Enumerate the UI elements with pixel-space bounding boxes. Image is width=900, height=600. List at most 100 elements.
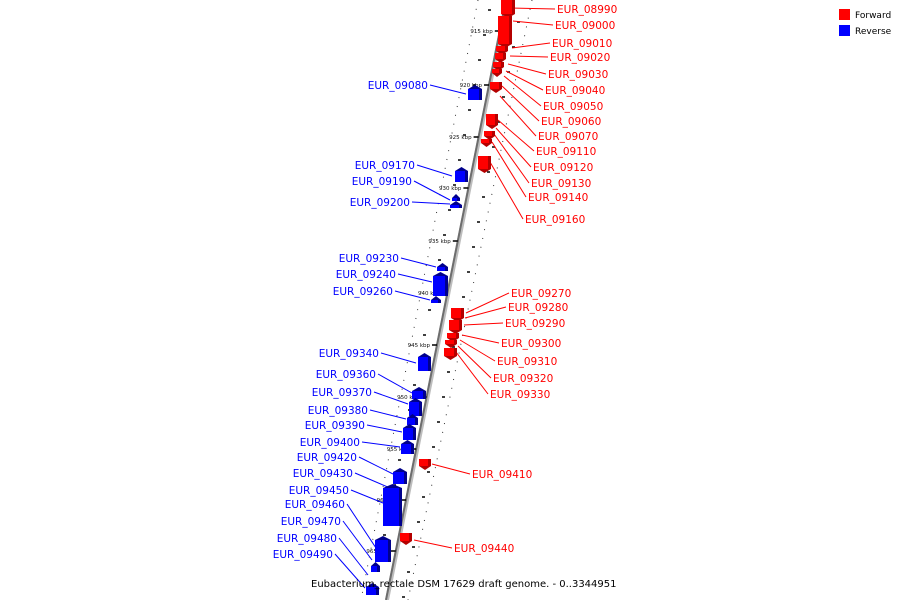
reverse-leader-line (369, 409, 407, 420)
reverse-gene-feature (468, 85, 482, 100)
forward-gene-label: EUR_09010 (552, 38, 612, 50)
forward-gene-feature (478, 156, 491, 173)
kbp-label: 930 kbp (439, 186, 462, 192)
forward-gene-label: EUR_09020 (550, 52, 610, 64)
forward-gene-feature (419, 459, 431, 470)
forward-leader-line (501, 85, 540, 122)
kbp-label: 955 kbp (387, 447, 410, 453)
reverse-gene-label: EUR_09370 (312, 387, 372, 399)
reverse-gene-label: EUR_09460 (285, 499, 345, 511)
reverse-gene-feature (375, 536, 391, 562)
reverse-gene-feature (412, 387, 426, 399)
kbp-label: 925 kbp (449, 135, 472, 141)
reverse-gene-feature (401, 440, 414, 454)
reverse-gene-label: EUR_09240 (336, 269, 396, 281)
forward-leader-line (489, 161, 524, 220)
reverse-leader-line (416, 164, 453, 177)
forward-leader-line (505, 70, 544, 91)
gene-leader-lines (334, 7, 556, 589)
kbp-label: 945 kbp (408, 343, 431, 349)
forward-gene-label: EUR_09290 (505, 318, 565, 330)
forward-gene-label: EUR_09110 (536, 146, 596, 158)
legend-forward-label: Forward (855, 11, 891, 21)
reverse-leader-line (429, 84, 467, 95)
reverse-leader-line (346, 503, 377, 549)
forward-leader-line (509, 55, 549, 58)
forward-gene-label: EUR_09050 (543, 101, 603, 113)
reverse-gene-feature (450, 201, 462, 208)
reverse-gene-feature (393, 468, 407, 484)
reverse-gene-label: EUR_09450 (289, 485, 349, 497)
forward-gene-label: EUR_09270 (511, 288, 571, 300)
reverse-gene-label: EUR_09340 (319, 348, 379, 360)
reverse-leader-line (377, 373, 413, 394)
reverse-leader-line (350, 489, 384, 504)
reverse-gene-label: EUR_09390 (305, 420, 365, 432)
kbp-label: 935 kbp (428, 239, 451, 245)
forward-leader-line (491, 141, 527, 198)
reverse-gene-feature (418, 353, 431, 371)
reverse-gene-label: EUR_09190 (352, 176, 412, 188)
forward-leader-line (461, 334, 500, 344)
reverse-leader-line (411, 201, 451, 205)
reverse-leader-line (397, 273, 433, 283)
forward-gene-feature (444, 348, 457, 360)
reverse-gene-feature (431, 296, 441, 303)
forward-leader-line (455, 351, 489, 395)
forward-gene-feature (449, 320, 462, 334)
forward-gene-feature (481, 139, 492, 147)
forward-leader-line (503, 75, 542, 107)
reverse-gene-feature (371, 562, 380, 572)
reverse-gene-label: EUR_09480 (277, 533, 337, 545)
reverse-leader-line (334, 553, 366, 589)
reverse-gene-label: EUR_09170 (355, 160, 415, 172)
reverse-gene-label: EUR_09420 (297, 452, 357, 464)
forward-gene-label: EUR_09000 (555, 20, 615, 32)
forward-leader-line (495, 127, 532, 168)
gene-labels: EUR_08990 EUR_09000 EUR_09010 EUR_09020 EUR_… (273, 4, 618, 561)
forward-leader-line (497, 119, 535, 152)
forward-gene-feature (445, 340, 457, 348)
forward-gene-label: EUR_09060 (541, 116, 601, 128)
reverse-leader-line (400, 257, 437, 268)
forward-gene-label: EUR_09280 (508, 302, 568, 314)
reverse-leader-line (380, 352, 417, 364)
forward-leader-line (413, 539, 453, 549)
forward-leader-line (459, 339, 496, 362)
outer-track-right (407, 0, 533, 600)
reverse-gene-label: EUR_09470 (281, 516, 341, 528)
forward-gene-feature (490, 82, 502, 93)
reverse-gene-label: EUR_09490 (273, 549, 333, 561)
forward-gene-label: EUR_09040 (545, 85, 605, 97)
gene-features (366, 0, 515, 595)
reverse-gene-feature (455, 167, 468, 182)
forward-gene-label: EUR_09320 (493, 373, 553, 385)
forward-gene-label: EUR_09120 (533, 162, 593, 174)
reverse-leader-line (338, 537, 369, 576)
forward-leader-line (463, 322, 504, 326)
reverse-gene-label: EUR_09430 (293, 468, 353, 480)
reverse-gene-label: EUR_09380 (308, 405, 368, 417)
forward-leader-line (507, 63, 547, 75)
forward-gene-feature (484, 131, 495, 140)
reverse-gene-feature (407, 414, 418, 425)
reverse-leader-line (361, 441, 401, 448)
legend-reverse-swatch (839, 25, 850, 36)
forward-leader-line (431, 463, 471, 475)
forward-gene-label: EUR_08990 (557, 4, 617, 16)
reverse-gene-feature (383, 484, 402, 526)
legend: Forward Reverse (839, 9, 892, 37)
forward-gene-label: EUR_09330 (490, 389, 550, 401)
forward-gene-label: EUR_09070 (538, 131, 598, 143)
forward-gene-label: EUR_09310 (497, 356, 557, 368)
forward-leader-line (509, 7, 556, 10)
reverse-leader-line (413, 180, 451, 201)
forward-gene-feature (498, 16, 512, 48)
reverse-gene-feature (452, 194, 460, 201)
reverse-gene-label: EUR_09080 (368, 80, 428, 92)
reverse-leader-line (373, 391, 409, 405)
reverse-gene-label: EUR_09260 (333, 286, 393, 298)
forward-leader-line (499, 95, 537, 137)
kbp-label: 940 kbp (418, 291, 441, 297)
reverse-gene-feature (437, 263, 448, 271)
